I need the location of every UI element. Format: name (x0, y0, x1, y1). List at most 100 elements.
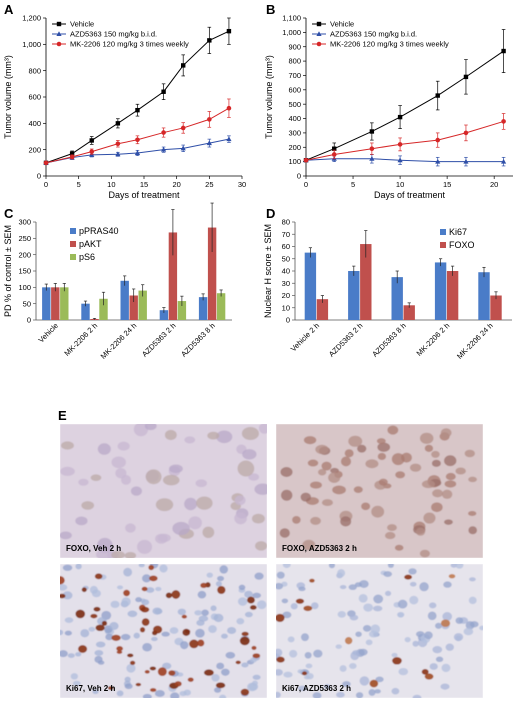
stained-nucleus (141, 618, 150, 626)
bar (304, 252, 317, 320)
nucleus (244, 611, 253, 618)
nucleus (197, 590, 207, 599)
y-tick-label: 200 (18, 250, 31, 259)
legend-label: Vehicle (70, 20, 94, 29)
nucleus (141, 599, 150, 606)
nucleus (415, 527, 426, 536)
data-point (226, 28, 232, 34)
nucleus (310, 481, 322, 489)
stained-nucleus (149, 688, 157, 692)
legend-label: MK-2206 120 mg/kg 3 times weekly (330, 40, 449, 49)
legend-label: AZD5363 150 mg/kg b.i.d. (330, 30, 417, 39)
y-tick-label: 100 (288, 157, 301, 166)
y-tick-label: 200 (288, 143, 301, 152)
nucleus (468, 596, 477, 605)
stained-nucleus (135, 682, 142, 687)
nucleus (251, 513, 265, 524)
nucleus (387, 564, 394, 568)
nucleus (111, 456, 126, 469)
x-tick-label: 5 (351, 180, 355, 189)
bar (446, 271, 459, 320)
nucleus (445, 472, 456, 481)
bar (138, 290, 147, 320)
micrograph-ki67-veh: Ki67, Veh 2 h (60, 564, 267, 698)
stained-nucleus (197, 639, 205, 647)
stained-nucleus (60, 576, 65, 585)
nucleus (354, 582, 362, 588)
nucleus (276, 691, 281, 698)
chart-b-tumor-volume: 0 100 200 300 400 500 600 700 800 900 1,000 1,100 0 5… (264, 14, 513, 200)
stained-nucleus (239, 636, 250, 646)
nucleus (142, 574, 152, 583)
nucleus (429, 663, 438, 670)
nucleus (479, 625, 483, 631)
stained-nucleus (247, 596, 255, 604)
nucleus (428, 602, 437, 609)
micrograph-tissue (276, 424, 483, 558)
nucleus (332, 485, 346, 495)
nucleus (121, 597, 131, 607)
nucleus (283, 671, 293, 678)
nucleus (398, 667, 409, 676)
nucleus (468, 526, 478, 535)
nucleus (202, 526, 215, 539)
x-tick-label: 10 (107, 180, 115, 189)
stained-nucleus (153, 625, 163, 634)
nucleus (142, 643, 153, 652)
nucleus (444, 519, 453, 525)
nucleus (216, 662, 225, 670)
nucleus (216, 430, 233, 444)
nucleus (409, 595, 419, 605)
nucleus (384, 531, 396, 540)
bar (403, 305, 415, 320)
bar (99, 298, 108, 320)
nucleus (432, 646, 443, 654)
nucleus (357, 444, 367, 453)
nucleus (94, 655, 103, 664)
nucleus (300, 633, 309, 642)
micrograph-label: FOXO, Veh 2 h (66, 544, 121, 553)
nucleus (206, 572, 213, 578)
nucleus (195, 479, 207, 488)
x-tick-label: 10 (396, 180, 404, 189)
panel-label-c: C (4, 206, 14, 221)
nucleus (377, 442, 391, 452)
nucleus (164, 429, 177, 441)
nucleus (184, 436, 196, 444)
nucleus (169, 627, 179, 634)
nucleus (328, 564, 336, 569)
data-point (43, 160, 49, 166)
legend-label: FOXO (449, 240, 475, 250)
nucleus (97, 443, 111, 455)
micrograph-tissue (60, 424, 267, 558)
nucleus (238, 584, 246, 591)
nucleus (116, 585, 124, 590)
category-label: AZD5363 2 h (140, 321, 178, 359)
data-point (501, 119, 506, 124)
nucleus (289, 649, 298, 658)
nucleus (92, 689, 99, 695)
bar (434, 262, 447, 320)
micrograph-label: Ki67, AZD5363 2 h (282, 684, 351, 693)
nucleus (419, 549, 430, 558)
nucleus (287, 636, 295, 643)
nucleus (378, 478, 388, 486)
category-label: MK-2206 2 h (415, 321, 452, 358)
nucleus (90, 474, 102, 481)
nucleus (188, 516, 202, 530)
stained-nucleus (90, 613, 98, 619)
nucleus (444, 480, 457, 488)
data-point (161, 146, 167, 152)
category-label: Vehicle (37, 321, 60, 344)
nucleus (455, 617, 464, 624)
nucleus (244, 590, 253, 598)
nucleus (183, 689, 191, 696)
nucleus (109, 622, 119, 631)
nucleus (297, 685, 307, 692)
stained-nucleus (144, 669, 150, 674)
nucleus (465, 621, 475, 630)
nucleus (221, 633, 228, 639)
nucleus (340, 456, 352, 467)
nucleus (337, 569, 346, 578)
micrograph-tissue (276, 564, 483, 698)
